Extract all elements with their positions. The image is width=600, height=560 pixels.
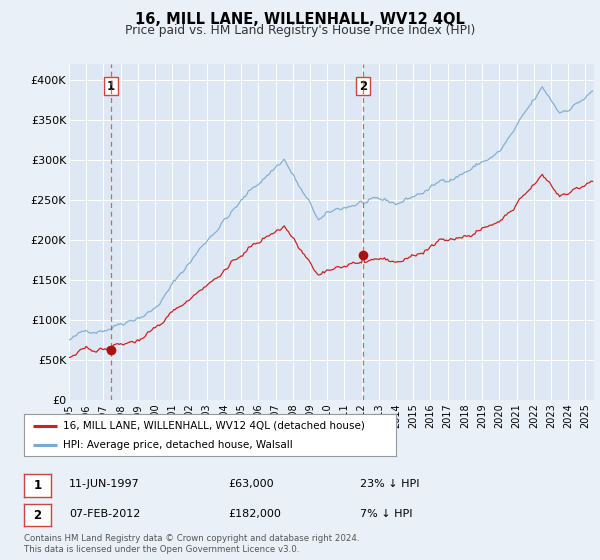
Text: 07-FEB-2012: 07-FEB-2012 [69, 509, 140, 519]
Text: 2: 2 [359, 80, 367, 92]
Text: 23% ↓ HPI: 23% ↓ HPI [360, 479, 419, 489]
Text: £182,000: £182,000 [228, 509, 281, 519]
Text: 11-JUN-1997: 11-JUN-1997 [69, 479, 140, 489]
Text: £63,000: £63,000 [228, 479, 274, 489]
Text: 16, MILL LANE, WILLENHALL, WV12 4QL (detached house): 16, MILL LANE, WILLENHALL, WV12 4QL (det… [63, 421, 365, 431]
Text: 7% ↓ HPI: 7% ↓ HPI [360, 509, 413, 519]
Text: 1: 1 [34, 479, 41, 492]
Text: Price paid vs. HM Land Registry's House Price Index (HPI): Price paid vs. HM Land Registry's House … [125, 24, 475, 37]
Text: 1: 1 [107, 80, 115, 92]
Text: HPI: Average price, detached house, Walsall: HPI: Average price, detached house, Wals… [63, 440, 293, 450]
Text: 16, MILL LANE, WILLENHALL, WV12 4QL: 16, MILL LANE, WILLENHALL, WV12 4QL [135, 12, 465, 27]
Text: Contains HM Land Registry data © Crown copyright and database right 2024.
This d: Contains HM Land Registry data © Crown c… [24, 534, 359, 554]
Text: 2: 2 [34, 508, 41, 522]
